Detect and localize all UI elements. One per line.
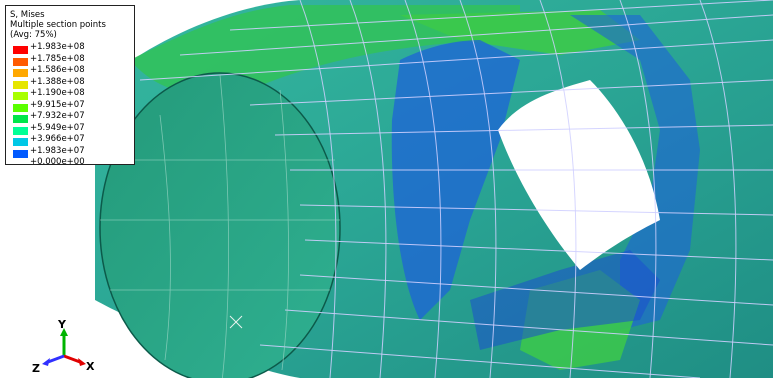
legend-value: +7.932e+07 <box>30 111 85 121</box>
y-axis-label: Y <box>58 318 66 331</box>
stress-zone-left-band <box>391 40 520 320</box>
legend-swatch <box>13 92 28 100</box>
legend-value: +5.949e+07 <box>30 122 85 133</box>
z-axis-label: Z <box>32 362 40 375</box>
legend-value: +3.966e+07 <box>30 134 85 144</box>
legend-swatch <box>13 46 28 54</box>
legend-value: +1.983e+08 <box>30 42 85 52</box>
mesh-circumferential-lines <box>299 0 737 378</box>
legend-subtitle: Multiple section points <box>10 20 106 30</box>
legend-swatch <box>13 138 28 146</box>
legend-value: +1.388e+08 <box>30 76 85 87</box>
legend-title: S, Mises <box>10 10 45 20</box>
legend-swatch <box>13 149 28 158</box>
node-marker <box>229 315 243 329</box>
legend-averaging: (Avg: 75%) <box>10 30 57 40</box>
stress-zone-bottom-blue <box>470 250 660 350</box>
stress-zone-top <box>130 5 520 95</box>
legend-value: +0.000e+00 <box>30 157 85 167</box>
legend-swatch <box>13 115 28 123</box>
cylinder-rim <box>99 72 341 378</box>
triad-arrows <box>42 328 86 366</box>
legend-swatch <box>13 57 28 66</box>
legend-value: +9.915e+07 <box>30 99 85 110</box>
cylinder-end-opening <box>100 73 340 378</box>
inner-mesh-lines <box>100 74 340 378</box>
mesh-longitudinal-lines <box>139 0 773 378</box>
legend-value: +1.785e+08 <box>30 53 85 64</box>
stress-zone-right-band <box>570 15 700 330</box>
legend-swatch <box>13 103 28 112</box>
axis-triad: Y Z X <box>28 318 98 375</box>
cutout-opening <box>498 80 660 270</box>
legend-swatch <box>13 80 28 89</box>
legend-swatch <box>13 69 28 77</box>
x-axis-label: X <box>86 360 95 373</box>
legend-value: +1.190e+08 <box>30 88 85 98</box>
legend-swatch <box>13 126 28 135</box>
contour-legend: S, Mises Multiple section points (Avg: 7… <box>5 5 135 167</box>
legend-value: +1.586e+08 <box>30 65 85 75</box>
legend-value: +1.983e+07 <box>30 145 85 156</box>
